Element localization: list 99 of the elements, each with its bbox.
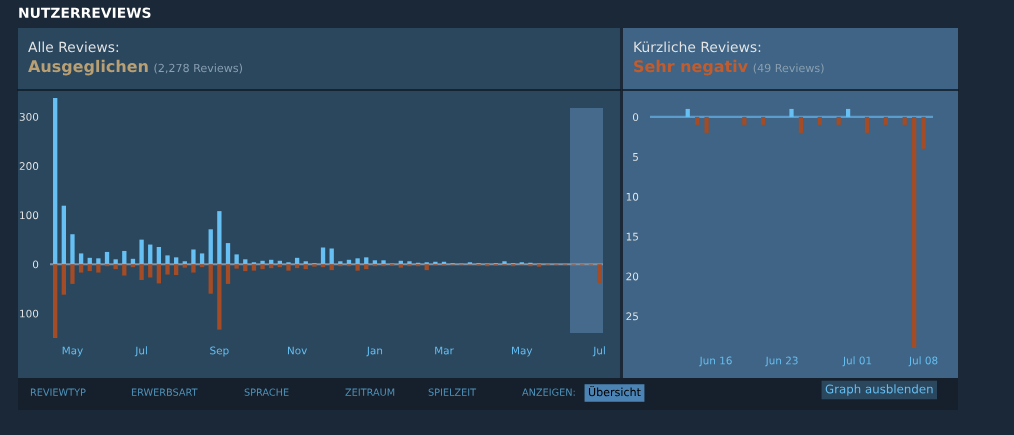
bar [199,264,205,268]
bar [303,261,308,265]
x-tick-label: Sep [210,346,229,357]
bar [234,264,239,269]
bar [96,258,101,265]
chart-title: Kürzliche Reviews: [634,41,761,53]
x-tick-label: May [62,346,83,357]
text: Graph ausblenden [825,384,933,396]
text: REVIEWTYP [30,388,86,396]
bar [139,239,144,265]
text: SPRACHE [244,388,289,396]
y-tick-label: 10 [626,192,639,201]
bar [424,264,429,271]
bar [286,264,291,271]
bar [122,264,127,276]
bar [113,259,118,265]
x-tick-label: May [512,346,533,357]
y-tick-label: 200 [19,162,39,170]
bar [165,255,170,265]
bar [217,211,222,265]
bar [225,264,231,284]
bar [199,253,205,265]
text: NUTZERREVIEWS [19,7,151,19]
bar [61,264,66,295]
bar [208,264,213,294]
chart-title: Alle Reviews: [28,41,119,53]
bar [329,248,334,265]
bar [70,234,75,265]
y-tick-label: 5 [633,153,638,161]
text: (2,278 Reviews) [154,63,242,74]
y-tick-label: 25 [626,312,638,321]
bar [208,229,213,265]
bar [156,264,162,284]
bar [70,264,75,284]
y-tick-label: 0 [632,113,639,122]
bar [372,260,378,265]
bar [53,264,58,338]
x-tick-label: Jul 01 [842,356,872,367]
bar [191,264,196,273]
bar [364,257,369,265]
y-tick-label: 0 [32,260,39,269]
x-tick-label: Nov [287,346,307,355]
text: ZEITRAUM [345,388,395,396]
bar [217,264,222,330]
x-tick-label: Jun 23 [765,356,798,367]
text: ERWERBSART [131,388,198,396]
chart-subtitle: Ausgeglichen [28,59,148,76]
bar [61,205,66,265]
bar [320,264,326,268]
x-tick-label: Jul [134,346,147,357]
bar [96,264,101,273]
bar [398,264,403,268]
bar [243,259,248,265]
text: ANZEIGEN: [522,388,575,396]
x-tick-label: Jan [366,346,383,357]
bar [260,264,265,270]
bar [113,264,118,270]
bar [191,249,196,265]
x-tick-label: Jun 16 [699,356,732,367]
y-tick-label: 100 [20,211,39,220]
bar [78,264,84,273]
y-tick-label: 15 [626,232,638,241]
chart-subtitle: Sehr negativ [634,59,748,76]
bar [225,243,231,265]
bar [139,264,144,280]
bar [130,264,136,268]
bar [364,264,369,270]
bar [269,264,274,269]
bar [381,260,386,265]
y-tick-label: 300 [19,112,39,121]
bar [303,264,308,270]
bar [122,250,127,265]
y-tick-label: 100 [20,309,39,318]
bar [104,251,110,265]
bar [165,264,170,275]
text: (49 Reviews) [753,63,824,74]
x-tick-label: Jul 08 [908,356,938,367]
bar [53,98,58,265]
bar [78,253,84,265]
bar [173,264,179,276]
text: SPIELZEIT [428,388,477,396]
x-tick-label: Mar [435,346,454,355]
y-tick-label: 20 [626,272,639,281]
bar [355,264,360,271]
bar [260,260,265,265]
bar [355,258,360,265]
bar [156,247,162,265]
bar [173,257,179,265]
bar [243,264,248,272]
bar [294,264,300,269]
bar [597,264,602,283]
text: Übersicht [588,385,641,397]
bar [251,264,257,271]
bar [277,264,282,268]
bar [87,264,92,272]
x-tick-label: Jul [592,346,605,357]
bar [329,264,334,271]
bar [148,264,153,278]
bar [234,254,239,265]
